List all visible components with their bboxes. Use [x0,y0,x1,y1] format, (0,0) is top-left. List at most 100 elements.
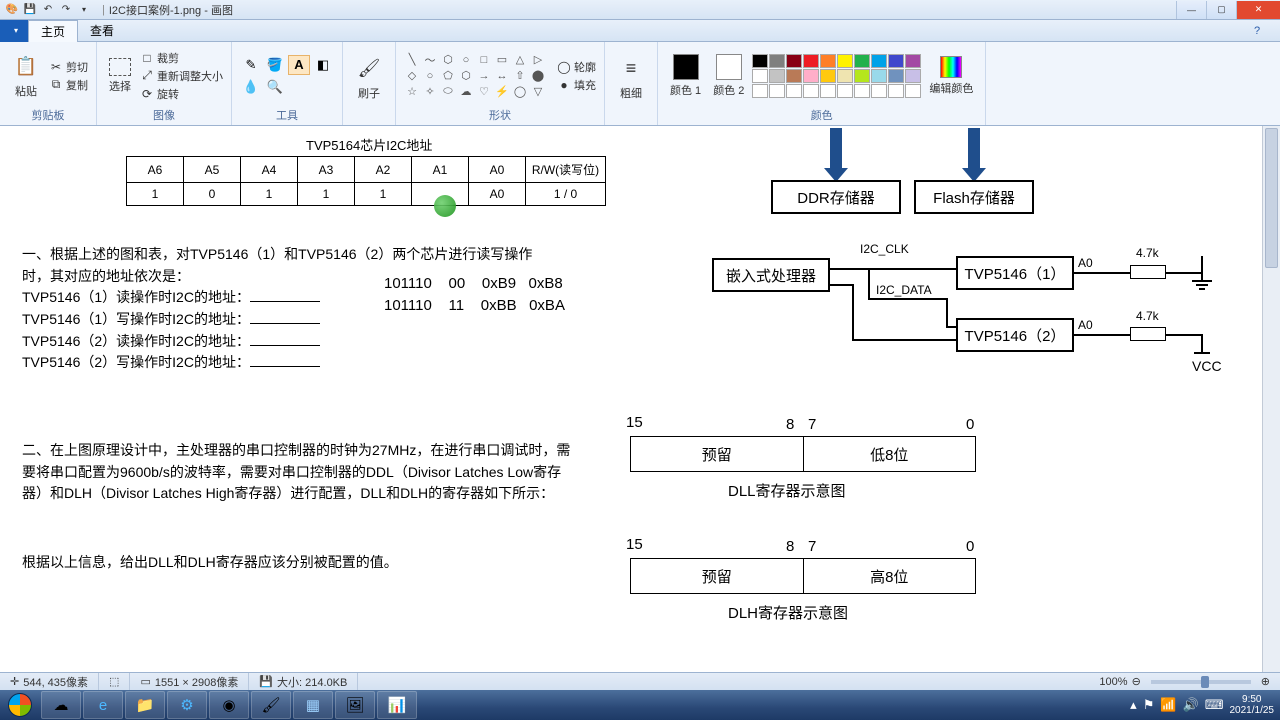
tvp2-box: TVP5146（2） [956,318,1074,352]
resize-button[interactable]: ⤢重新调整大小 [139,68,223,84]
palette-color[interactable] [752,69,768,83]
palette-color[interactable] [803,54,819,68]
palette-color[interactable] [888,69,904,83]
task-cloud[interactable]: ☁ [41,691,81,719]
scroll-thumb[interactable] [1265,128,1278,268]
edit-colors-button[interactable]: 编辑颜色 [925,54,977,98]
palette-color[interactable] [820,54,836,68]
palette-color[interactable] [854,69,870,83]
palette-color[interactable] [803,84,819,98]
start-button[interactable] [0,690,40,720]
paste-button[interactable]: 📋粘贴 [8,51,44,101]
zoom-out-button[interactable]: ⊖ [1132,675,1141,688]
palette-color[interactable] [854,84,870,98]
file-menu-button[interactable] [0,20,28,42]
task-app5[interactable]: 📊 [377,691,417,719]
cpu-box: 嵌入式处理器 [712,258,830,292]
palette-color[interactable] [905,69,921,83]
zoom-slider[interactable] [1151,680,1251,684]
size-button[interactable]: ≡粗细 [613,53,649,103]
size-icon: ≡ [617,55,645,83]
picker-tool[interactable]: 💧 [240,77,262,97]
undo-icon[interactable]: ↶ [40,2,56,18]
palette-color[interactable] [854,54,870,68]
crosshair-icon: ✛ [10,675,19,688]
task-explorer[interactable]: 📁 [125,691,165,719]
vertical-scrollbar[interactable] [1262,126,1280,672]
cut-icon: ✂ [48,59,64,75]
help-button[interactable]: ? [1254,25,1274,37]
palette-color[interactable] [820,69,836,83]
palette-color[interactable] [786,69,802,83]
crop-button[interactable]: □裁剪 [139,50,223,66]
tab-view[interactable]: 查看 [78,20,126,42]
palette-color[interactable] [905,84,921,98]
cut-button[interactable]: ✂剪切 [48,59,88,75]
fill-tool[interactable]: 🪣 [264,55,286,75]
palette-color[interactable] [837,69,853,83]
dlh-register: 预留 高8位 [630,558,976,594]
tray-network-icon[interactable]: 📶 [1160,697,1176,713]
zoom-tool[interactable]: 🔍 [264,77,286,97]
close-button[interactable]: ✕ [1236,1,1280,19]
palette-color[interactable] [837,54,853,68]
select-button[interactable]: 选择 [105,56,135,96]
palette-color[interactable] [786,54,802,68]
task-chrome[interactable]: ◉ [209,691,249,719]
text-tool[interactable]: A [288,55,310,75]
palette-color[interactable] [769,84,785,98]
group-colors: 颜色 1 颜色 2 编辑颜色 颜色 [658,42,986,125]
palette-color[interactable] [769,69,785,83]
task-paint[interactable]: 🖼 [335,691,375,719]
palette-color[interactable] [905,54,921,68]
task-app3[interactable]: 🖌 [251,691,291,719]
tray-volume-icon[interactable]: 🔊 [1183,697,1199,713]
tray-flag-icon[interactable]: ⚑ [1143,697,1155,713]
canvas-scroll-area[interactable]: TVP5164芯片I2C地址 A6A5A4A3A2A1A0R/W(读写位) 10… [0,126,1280,672]
status-filesize: 💾大小: 214.0KB [249,673,358,690]
task-ie[interactable]: e [83,691,123,719]
palette-color[interactable] [888,84,904,98]
shape-outline-button[interactable]: ◯轮廓 [556,59,596,75]
shape-fill-button[interactable]: ●填充 [556,77,596,93]
brush-button[interactable]: 🖌刷子 [351,53,387,103]
zoom-in-button[interactable]: ⊕ [1261,675,1270,688]
redo-icon[interactable]: ↷ [58,2,74,18]
shapes-gallery[interactable]: ╲〜⬡○□▭△▷ ◇○⬠⬡→↔⇧⬤ ☆✧⬭☁♡⚡◯▽ [404,53,546,99]
copy-button[interactable]: ⧉复制 [48,77,88,93]
palette-color[interactable] [769,54,785,68]
palette-color[interactable] [837,84,853,98]
tray-lang-icon[interactable]: ⌨ [1205,697,1224,713]
pencil-tool[interactable]: ✎ [240,55,262,75]
maximize-button[interactable]: ▢ [1206,1,1236,19]
tray-clock[interactable]: 9:50 2021/1/25 [1230,694,1275,716]
palette-color[interactable] [888,54,904,68]
palette-color[interactable] [871,54,887,68]
color1-button[interactable]: 颜色 1 [666,52,705,100]
palette-color[interactable] [803,69,819,83]
palette-color[interactable] [871,84,887,98]
tab-home[interactable]: 主页 [28,20,78,42]
color2-button[interactable]: 颜色 2 [709,52,748,100]
palette-color[interactable] [786,84,802,98]
eraser-tool[interactable]: ◧ [312,55,334,75]
canvas[interactable]: TVP5164芯片I2C地址 A6A5A4A3A2A1A0R/W(读写位) 10… [6,128,1248,672]
color-palette [752,54,921,98]
r2-value: 4.7k [1136,309,1159,323]
rotate-button[interactable]: ⟳旋转 [139,86,223,102]
save-icon[interactable]: 💾 [22,2,38,18]
task-app1[interactable]: ⚙ [167,691,207,719]
palette-color[interactable] [871,69,887,83]
palette-color[interactable] [752,84,768,98]
palette-color[interactable] [820,84,836,98]
minimize-button[interactable]: — [1176,1,1206,19]
dlh-caption: DLH寄存器示意图 [728,602,848,625]
tray-up-icon[interactable]: ▴ [1130,697,1137,713]
i2c-clk-label: I2C_CLK [860,242,909,256]
qat-dropdown-icon[interactable]: ▾ [76,2,92,18]
flash-box: Flash存储器 [914,180,1034,214]
ddr-box: DDR存储器 [771,180,901,214]
palette-color[interactable] [752,54,768,68]
resize-icon: ⤢ [139,68,155,84]
task-app4[interactable]: ▦ [293,691,333,719]
